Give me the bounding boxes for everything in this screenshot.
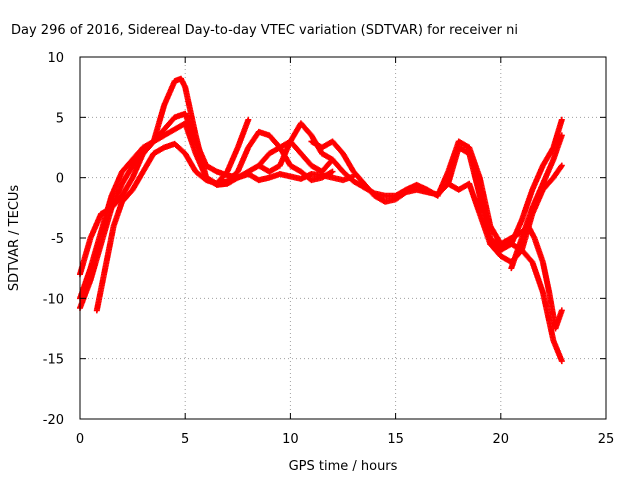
data-point xyxy=(558,132,565,139)
y-tick-label: 5 xyxy=(56,111,64,126)
x-tick-label: 5 xyxy=(181,432,189,447)
data-points xyxy=(77,75,565,365)
data-point xyxy=(558,307,565,314)
series-track-10 xyxy=(518,222,565,332)
series-track-4 xyxy=(93,128,336,314)
series-track-8 xyxy=(487,116,565,254)
data-point xyxy=(558,116,565,123)
data-point xyxy=(245,116,252,123)
y-axis-label: SDTVAR / TECUs xyxy=(7,185,22,292)
y-tick-label: 0 xyxy=(56,172,64,187)
y-tick-label: -20 xyxy=(43,413,64,428)
y-tick-label: -10 xyxy=(43,292,64,307)
x-tick-label: 20 xyxy=(493,432,510,447)
data-point xyxy=(329,168,336,175)
chart-title: Day 296 of 2016, Sidereal Day-to-day VTE… xyxy=(11,23,518,38)
y-tick-label: -15 xyxy=(43,353,64,368)
x-tick-label: 15 xyxy=(387,432,404,447)
x-axis-label: GPS time / hours xyxy=(289,459,398,474)
data-point xyxy=(558,358,565,365)
axis-ticks: 0 5 10 15 20 25 -20 -15 -10 -5 0 5 10 xyxy=(43,51,615,447)
y-tick-label: -5 xyxy=(51,232,64,247)
series-track-6 xyxy=(308,138,565,365)
y-tick-label: 10 xyxy=(47,51,64,66)
x-tick-label: 0 xyxy=(76,432,84,447)
data-point xyxy=(558,162,565,169)
x-tick-label: 25 xyxy=(598,432,615,447)
x-tick-label: 10 xyxy=(282,432,299,447)
